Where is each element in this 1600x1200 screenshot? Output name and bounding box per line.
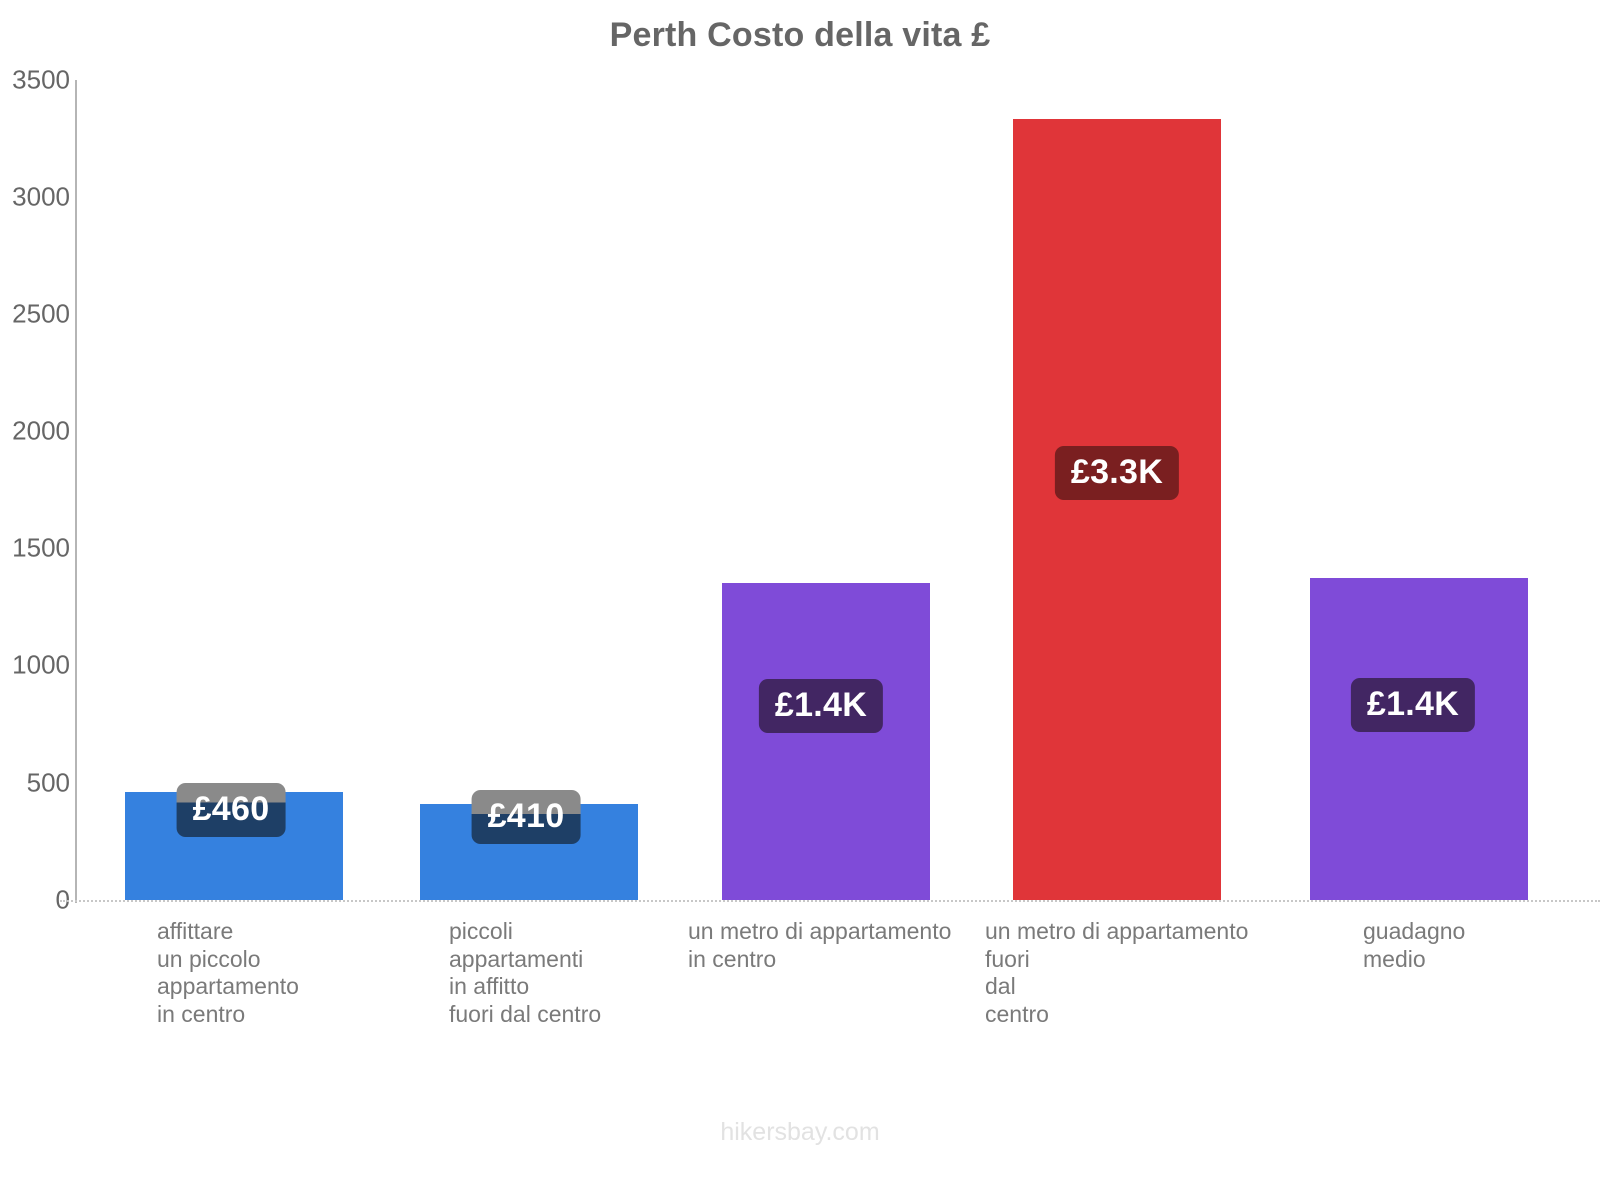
y-axis-line xyxy=(75,80,77,903)
value-badge-price-per-sqm-outside-centre: £3.3K xyxy=(1054,446,1180,500)
value-badge-rent-small-apartment-outside-centre: £410 xyxy=(471,790,581,844)
x-label-line: appartamento xyxy=(157,973,299,999)
x-label-average-salary: guadagno medio xyxy=(1363,918,1465,973)
x-label-line: appartamenti xyxy=(449,945,584,972)
x-label-line: in centro xyxy=(688,945,777,972)
y-tick-label: 1500 xyxy=(12,532,70,563)
value-badge-average-salary: £1.4K xyxy=(1350,678,1476,732)
bars-layer xyxy=(125,119,1528,900)
x-label-line: affittare xyxy=(157,918,234,944)
x-label-price-per-sqm-centre: un metro di appartamento in centro xyxy=(688,918,951,973)
y-axis-tick-labels: 3500 3000 2500 2000 1500 1000 500 0 xyxy=(0,0,70,1200)
x-label-line: guadagno xyxy=(1363,918,1466,944)
site-watermark: hikersbay.com xyxy=(720,1118,880,1146)
y-tick-label: 500 xyxy=(26,767,70,798)
x-label-line: in affitto xyxy=(449,973,530,999)
y-tick-label: 2000 xyxy=(12,415,70,446)
x-label-line: fuori xyxy=(985,945,1030,972)
value-badge-rent-small-apartment-centre: £460 xyxy=(176,783,286,837)
bar-average-salary[interactable] xyxy=(1310,578,1528,900)
x-label-line: un piccolo xyxy=(157,945,261,972)
bar-price-per-sqm-outside-centre[interactable] xyxy=(1013,119,1221,900)
x-label-line: centro xyxy=(985,1000,1049,1027)
x-axis-baseline xyxy=(60,900,1600,903)
x-label-price-per-sqm-outside-centre: un metro di appartamento fuori dal centr… xyxy=(985,918,1248,1028)
bar-price-per-sqm-centre[interactable] xyxy=(722,583,930,900)
x-label-line: un metro di appartamento xyxy=(688,918,952,944)
y-tick-label: 0 xyxy=(55,884,70,915)
y-tick-label: 2500 xyxy=(12,298,70,329)
y-tick-label: 1000 xyxy=(12,649,70,680)
x-label-line: dal xyxy=(985,973,1016,999)
y-tick-label: 3000 xyxy=(12,181,70,212)
chart-title: Perth Costo della vita £ xyxy=(609,16,991,54)
x-label-line: fuori dal centro xyxy=(449,1000,602,1027)
x-label-rent-small-apartment-outside-centre: piccoli appartamenti in affitto fuori da… xyxy=(449,918,601,1028)
y-tick-label: 3500 xyxy=(12,64,70,95)
x-label-line: in centro xyxy=(157,1000,246,1027)
x-label-line: piccoli xyxy=(449,918,513,944)
x-label-rent-small-apartment-centre: affittare un piccolo appartamento in cen… xyxy=(157,918,299,1028)
x-label-line: un metro di appartamento xyxy=(985,918,1249,944)
value-badge-price-per-sqm-centre: £1.4K xyxy=(758,679,884,733)
x-label-line: medio xyxy=(1363,945,1426,972)
x-axis-category-labels: affittare un piccolo appartamento in cen… xyxy=(0,918,1600,1098)
